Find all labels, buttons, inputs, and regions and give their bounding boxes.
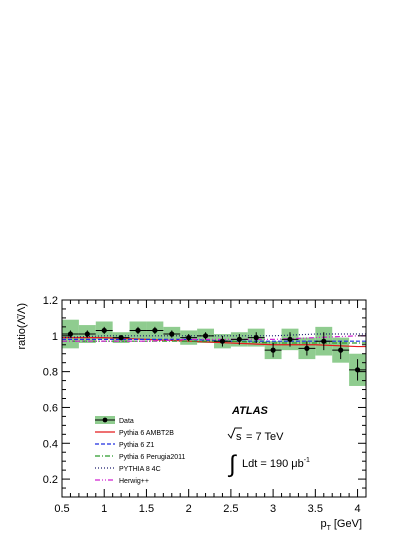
data-point <box>135 327 141 334</box>
luminosity-exponent: -1 <box>304 457 310 464</box>
series-line <box>62 337 366 348</box>
energy-value: = 7 TeV <box>246 431 284 443</box>
data-point <box>186 335 192 341</box>
data-point <box>321 338 327 344</box>
y-tick-label: 1 <box>52 331 58 343</box>
x-axis: 0.5 1 1.5 2 2.5 3 3.5 4 <box>54 300 367 515</box>
x-tick-label: 4 <box>354 503 360 515</box>
legend-label: Data <box>119 418 134 425</box>
luminosity-text: Ldt = 190 μb-1 <box>242 457 310 470</box>
integral-symbol: ∫ <box>227 451 237 478</box>
legend-label: Herwig++ <box>119 478 149 485</box>
luminosity-label: ∫ Ldt = 190 μb-1 <box>227 451 310 478</box>
systematic-bands <box>62 319 366 386</box>
series-line <box>62 340 366 344</box>
legend: Data Pythia 6 AMBT2B Pythia 6 Z1 Pythia 6 P… <box>95 416 186 485</box>
x-tick-label: 1 <box>101 503 107 515</box>
series-line <box>61 333 366 339</box>
data-point <box>253 335 259 341</box>
data-point <box>152 327 158 334</box>
energy-label: s = 7 TeV <box>227 427 284 443</box>
legend-label: Pythia 6 Perugia2011 <box>119 454 186 461</box>
data-point <box>270 347 276 353</box>
x-tick-label: 2 <box>186 503 192 515</box>
data-point <box>169 331 175 337</box>
data-point <box>84 331 90 337</box>
data-point <box>219 338 226 344</box>
data-point <box>338 347 344 353</box>
y-axis-label: ratio(Λ̄/Λ) <box>16 303 28 349</box>
x-tick-label: 0.5 <box>54 503 69 515</box>
data-point <box>304 345 310 351</box>
legend-label: Pythia 6 AMBT2B <box>119 430 174 437</box>
x-tick-label: 1.5 <box>139 503 154 515</box>
energy-prefix: s <box>236 431 242 443</box>
y-tick-label: 1.2 <box>43 295 58 307</box>
series-line <box>62 335 366 342</box>
x-tick-label: 3.5 <box>308 503 323 515</box>
data-point <box>236 336 242 342</box>
legend-label: PYTHIA 8 4C <box>119 466 161 473</box>
sqrt-symbol <box>227 427 242 440</box>
x-axis-label: pT [GeV] <box>320 518 362 532</box>
legend-label: Pythia 6 Z1 <box>119 442 155 449</box>
data-points <box>62 326 366 381</box>
y-tick-label: 0.2 <box>43 474 58 486</box>
y-tick-label: 0.8 <box>43 367 58 379</box>
legend-swatch-marker <box>102 417 108 423</box>
x-tick-label: 3 <box>270 503 276 515</box>
data-point <box>118 335 124 341</box>
y-axis: 0.2 0.4 0.6 0.8 1 1.2 <box>43 295 366 498</box>
x-axis-label-sub: T <box>327 525 332 532</box>
y-tick-label: 0.6 <box>43 402 58 414</box>
data-point <box>101 327 107 334</box>
data-point <box>287 336 293 342</box>
x-tick-label: 2.5 <box>223 503 238 515</box>
atlas-label: ATLAS <box>231 405 269 417</box>
data-point <box>202 333 209 339</box>
y-tick-label: 0.4 <box>43 438 58 450</box>
